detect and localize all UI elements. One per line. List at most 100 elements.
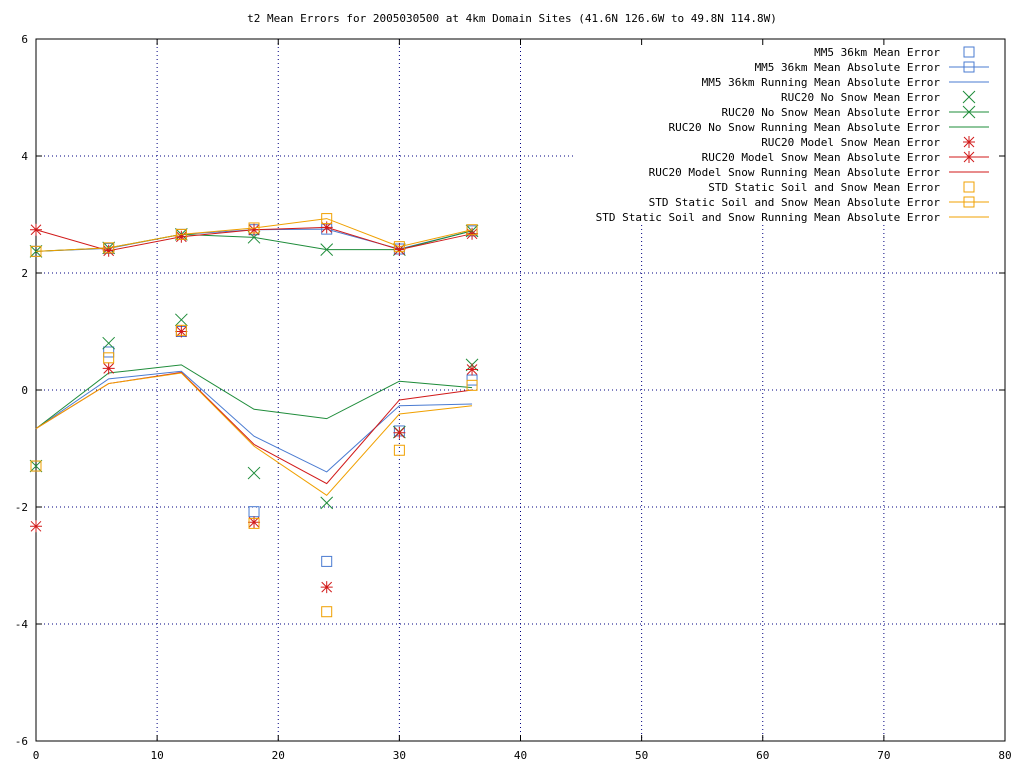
data-point xyxy=(320,581,333,594)
legend-entry: RUC20 No Snow Mean Error xyxy=(781,90,976,104)
legend-sample-marker xyxy=(963,196,975,208)
series-7 xyxy=(30,221,479,257)
data-point xyxy=(103,346,115,358)
data-point xyxy=(248,506,260,518)
y-tick-label: 6 xyxy=(21,33,28,46)
chart-title: t2 Mean Errors for 2005030500 at 4km Dom… xyxy=(247,12,777,25)
data-point xyxy=(248,222,260,234)
data-point xyxy=(321,606,333,618)
legend-sample-marker xyxy=(963,136,975,148)
data-point xyxy=(30,223,42,236)
legend-entry: RUC20 No Snow Running Mean Absolute Erro… xyxy=(668,121,989,134)
data-point xyxy=(174,313,188,327)
data-point xyxy=(30,460,42,472)
data-point xyxy=(103,352,115,364)
data-point xyxy=(466,363,479,376)
data-point xyxy=(320,496,334,510)
data-point xyxy=(103,242,115,254)
x-tick-label: 20 xyxy=(272,749,285,762)
y-tick-label: -6 xyxy=(15,735,28,748)
legend-label: RUC20 Model Snow Running Mean Absolute E… xyxy=(649,166,941,179)
series-5 xyxy=(35,364,473,430)
series-10 xyxy=(30,213,478,257)
data-point xyxy=(320,243,334,256)
legend-label: RUC20 Model Snow Mean Error xyxy=(761,136,940,149)
legend-entry: RUC20 Model Snow Running Mean Absolute E… xyxy=(649,166,989,179)
legend-entry: MM5 36km Mean Error xyxy=(814,46,975,59)
series-3 xyxy=(29,313,479,510)
series-11 xyxy=(35,372,473,496)
data-point xyxy=(102,336,116,350)
legend-entry: RUC20 Model Snow Mean Error xyxy=(761,136,975,149)
series-line xyxy=(35,218,473,252)
legend-entry: STD Static Soil and Snow Running Mean Ab… xyxy=(596,211,989,224)
legend-sample-marker xyxy=(963,46,975,58)
data-point xyxy=(466,379,478,391)
axes: 0 10 20 30 40 50 60 70 80 -6 -4 -2 0 2 4 6 xyxy=(15,33,1012,762)
legend-entry: RUC20 Model Snow Mean Absolute Error xyxy=(702,151,989,164)
legend-sample-marker xyxy=(962,90,976,104)
legend-entry: STD Static Soil and Snow Mean Error xyxy=(708,181,975,194)
x-tick-label: 70 xyxy=(877,749,890,762)
data-point xyxy=(175,324,187,336)
legend-label: MM5 36km Running Mean Absolute Error xyxy=(702,76,941,89)
x-tick-label: 60 xyxy=(756,749,769,762)
legend-entry: MM5 36km Running Mean Absolute Error xyxy=(702,76,989,89)
legend-sample-marker xyxy=(963,61,975,73)
x-tick-label: 80 xyxy=(998,749,1011,762)
legend-sample-marker xyxy=(962,105,976,119)
data-point xyxy=(175,230,188,243)
y-tick-label: -2 xyxy=(15,501,28,514)
legend-label: MM5 36km Mean Error xyxy=(814,46,940,59)
y-tick-label: 2 xyxy=(21,267,28,280)
data-point xyxy=(247,466,261,480)
series-line xyxy=(35,370,473,473)
data-point xyxy=(320,221,333,234)
series-line xyxy=(35,372,473,496)
legend-sample-marker xyxy=(963,181,975,193)
legend-label: RUC20 No Snow Running Mean Absolute Erro… xyxy=(668,121,940,134)
y-tick-label: 0 xyxy=(21,384,28,397)
x-tick-label: 40 xyxy=(514,749,527,762)
data-point xyxy=(175,325,188,338)
series-6 xyxy=(30,325,479,594)
series-area xyxy=(29,213,479,618)
series-2 xyxy=(35,370,473,473)
data-point xyxy=(393,241,405,253)
legend-label: STD Static Soil and Snow Mean Error xyxy=(708,181,940,194)
data-point xyxy=(30,520,42,533)
legend-label: STD Static Soil and Snow Mean Absolute E… xyxy=(649,196,941,209)
x-tick-label: 50 xyxy=(635,749,648,762)
x-tick-label: 30 xyxy=(393,749,406,762)
data-point xyxy=(321,213,333,225)
data-point xyxy=(466,224,478,236)
data-point xyxy=(248,517,260,529)
legend-entry: RUC20 No Snow Mean Absolute Error xyxy=(721,105,989,119)
y-tick-label: -4 xyxy=(15,618,29,631)
legend-label: RUC20 No Snow Mean Absolute Error xyxy=(721,106,940,119)
legend: MM5 36km Mean Error MM5 36km Mean Absolut… xyxy=(596,46,989,224)
series-9 xyxy=(30,324,478,618)
legend-label: RUC20 Model Snow Mean Absolute Error xyxy=(702,151,941,164)
data-point xyxy=(248,516,261,529)
data-point xyxy=(321,555,333,567)
series-line xyxy=(35,371,473,485)
data-point xyxy=(466,227,479,240)
data-point xyxy=(102,362,115,375)
data-point xyxy=(102,244,115,257)
data-point xyxy=(29,459,43,473)
data-point xyxy=(393,444,405,456)
data-point xyxy=(30,245,42,257)
legend-sample-marker xyxy=(963,151,975,163)
x-tick-label: 0 xyxy=(33,749,40,762)
y-tick-label: 4 xyxy=(21,150,28,163)
legend-label: STD Static Soil and Snow Running Mean Ab… xyxy=(596,211,941,224)
data-point xyxy=(393,243,406,256)
data-point xyxy=(248,223,261,236)
legend-entry: MM5 36km Mean Absolute Error xyxy=(755,61,989,74)
grid xyxy=(36,39,1005,741)
x-tick-label: 10 xyxy=(151,749,164,762)
legend-label: RUC20 No Snow Mean Error xyxy=(781,91,940,104)
data-point xyxy=(393,426,406,439)
